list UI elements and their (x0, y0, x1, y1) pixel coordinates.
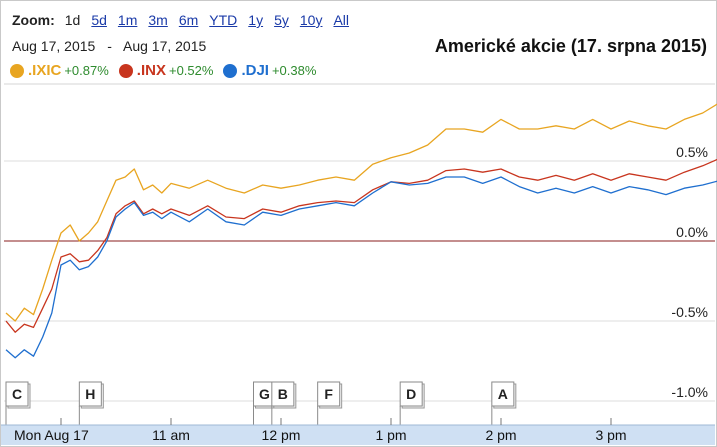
news-flag-label: H (85, 386, 95, 402)
zoom-option-5y[interactable]: 5y (274, 12, 289, 28)
news-flag-label: B (278, 386, 288, 402)
zoom-bar: Zoom: 1d 5d 1m 3m 6m YTD 1y 5y 10y All (12, 12, 360, 28)
x-tick-label: Mon Aug 17 (14, 427, 89, 443)
zoom-option-10y[interactable]: 10y (299, 12, 323, 28)
news-flag-a[interactable]: A (491, 381, 517, 425)
series-line-dji[interactable] (5, 176, 717, 359)
legend-dot-dji (223, 63, 238, 78)
legend-symbol-ixic: .IXIC (28, 62, 62, 79)
legend-dot-ixic (10, 63, 24, 78)
date-range-to[interactable]: Aug 17, 2015 (122, 38, 207, 54)
legend-item-ixic[interactable]: .IXIC +0.87% (10, 62, 109, 79)
x-tick-label: 2 pm (485, 427, 516, 443)
news-flag-label: F (324, 386, 333, 402)
zoom-option-3m[interactable]: 3m (148, 12, 168, 28)
news-flag-b[interactable]: B (271, 381, 297, 425)
news-flag-c[interactable]: C (5, 381, 31, 425)
news-flag-label: G (259, 386, 270, 402)
news-flag-h[interactable]: H (78, 381, 104, 425)
x-tick-label: 12 pm (262, 427, 301, 443)
legend-item-dji[interactable]: .DJI +0.38% (223, 62, 316, 79)
zoom-option-1y[interactable]: 1y (248, 12, 264, 28)
zoom-option-ytd[interactable]: YTD (209, 12, 238, 28)
x-tick-label: 1 pm (375, 427, 406, 443)
x-axis-strip (1, 425, 715, 445)
news-flag-d[interactable]: D (399, 381, 425, 425)
legend-change-inx: +0.52% (168, 63, 214, 78)
date-range-separator: - (107, 38, 112, 54)
news-flag-label: C (12, 386, 22, 402)
zoom-option-all[interactable]: All (333, 12, 350, 28)
legend-symbol-dji: .DJI (241, 62, 269, 79)
news-flag-label: A (498, 386, 508, 402)
y-tick-label: 0.0% (676, 224, 708, 240)
y-tick-label: -0.5% (671, 304, 708, 320)
zoom-option-1m[interactable]: 1m (117, 12, 138, 28)
y-tick-label: 0.5% (676, 144, 708, 160)
series-line-ixic[interactable] (5, 102, 717, 322)
legend-item-inx[interactable]: .INX +0.52% (118, 62, 214, 79)
zoom-option-5d[interactable]: 5d (91, 12, 107, 28)
y-tick-label: -1.0% (671, 384, 708, 400)
zoom-option-6m[interactable]: 6m (178, 12, 199, 28)
legend-change-dji: +0.38% (271, 63, 317, 78)
zoom-label: Zoom: (12, 12, 55, 28)
legend: .IXIC +0.87% .INX +0.52% .DJI +0.38% (10, 62, 316, 79)
date-range-from[interactable]: Aug 17, 2015 (12, 38, 96, 54)
legend-dot-inx (118, 63, 133, 78)
legend-change-ixic: +0.87% (64, 63, 109, 78)
series-line-inx[interactable] (5, 158, 717, 333)
news-flag-label: D (406, 386, 416, 402)
x-tick-label: 3 pm (595, 427, 626, 443)
news-flag-f[interactable]: F (317, 381, 343, 425)
chart-title: Americké akcie (17. srpna 2015) (434, 36, 707, 56)
legend-symbol-inx: .INX (136, 62, 166, 79)
date-range: Aug 17, 2015 - Aug 17, 2015 (12, 38, 206, 54)
zoom-option-1d[interactable]: 1d (64, 12, 81, 28)
x-tick-label: 11 am (152, 427, 190, 443)
